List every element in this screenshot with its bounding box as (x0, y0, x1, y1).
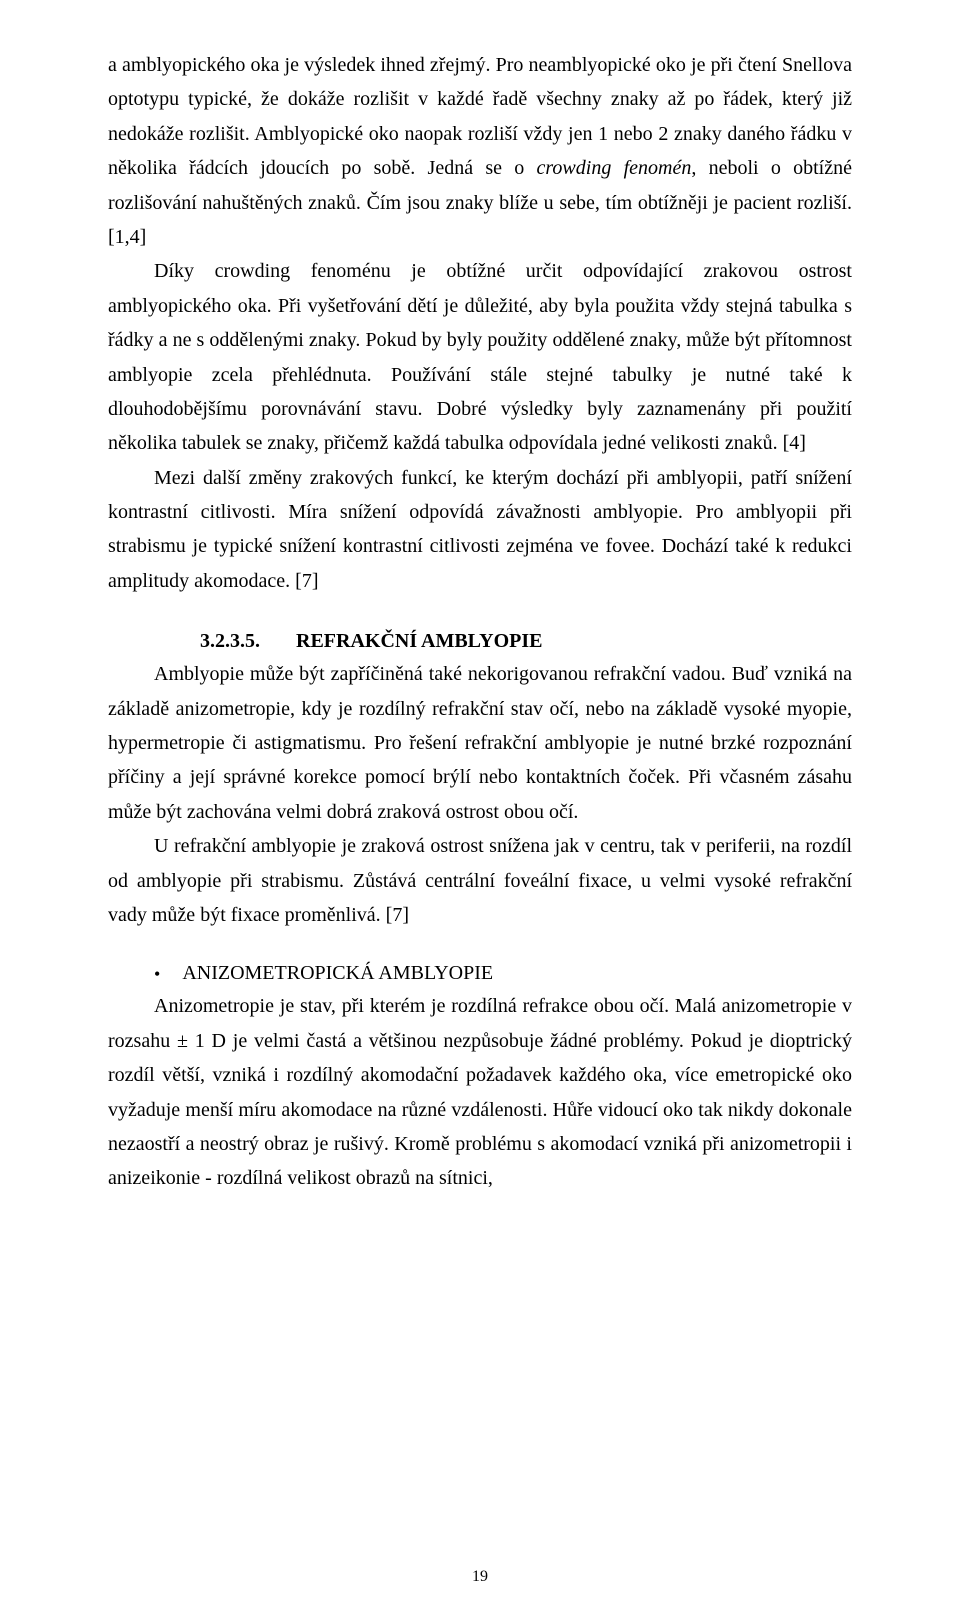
page-container: a amblyopického oka je výsledek ihned zř… (0, 0, 960, 1610)
paragraph-2-text: Díky crowding fenoménu je obtížné určit … (108, 260, 852, 454)
page-number-value: 19 (472, 1568, 488, 1585)
paragraph-6-text: Anizometropie je stav, při kterém je roz… (108, 995, 852, 1189)
bullet-heading: • ANIZOMETROPICKÁ AMBLYOPIE (108, 962, 852, 985)
bullet-icon: • (154, 965, 160, 983)
paragraph-3: Mezi další změny zrakových funkcí, ke kt… (108, 461, 852, 599)
paragraph-4: Amblyopie může být zapříčiněná také neko… (108, 657, 852, 829)
paragraph-5: U refrakční amblyopie je zraková ostrost… (108, 829, 852, 932)
paragraph-2: Díky crowding fenoménu je obtížné určit … (108, 254, 852, 460)
paragraph-1-em: crowding fenomén (537, 157, 692, 179)
section-number: 3.2.3.5. (200, 630, 260, 653)
paragraph-3-text: Mezi další změny zrakových funkcí, ke kt… (108, 467, 852, 592)
section-heading: 3.2.3.5. REFRAKČNÍ AMBLYOPIE (108, 630, 852, 653)
paragraph-6: Anizometropie je stav, při kterém je roz… (108, 989, 852, 1195)
paragraph-1: a amblyopického oka je výsledek ihned zř… (108, 48, 852, 254)
section-title: REFRAKČNÍ AMBLYOPIE (296, 630, 543, 653)
paragraph-5-text: U refrakční amblyopie je zraková ostrost… (108, 835, 852, 926)
page-number: 19 (0, 1568, 960, 1586)
bullet-title: ANIZOMETROPICKÁ AMBLYOPIE (182, 962, 493, 985)
paragraph-4-text: Amblyopie může být zapříčiněná také neko… (108, 663, 852, 823)
